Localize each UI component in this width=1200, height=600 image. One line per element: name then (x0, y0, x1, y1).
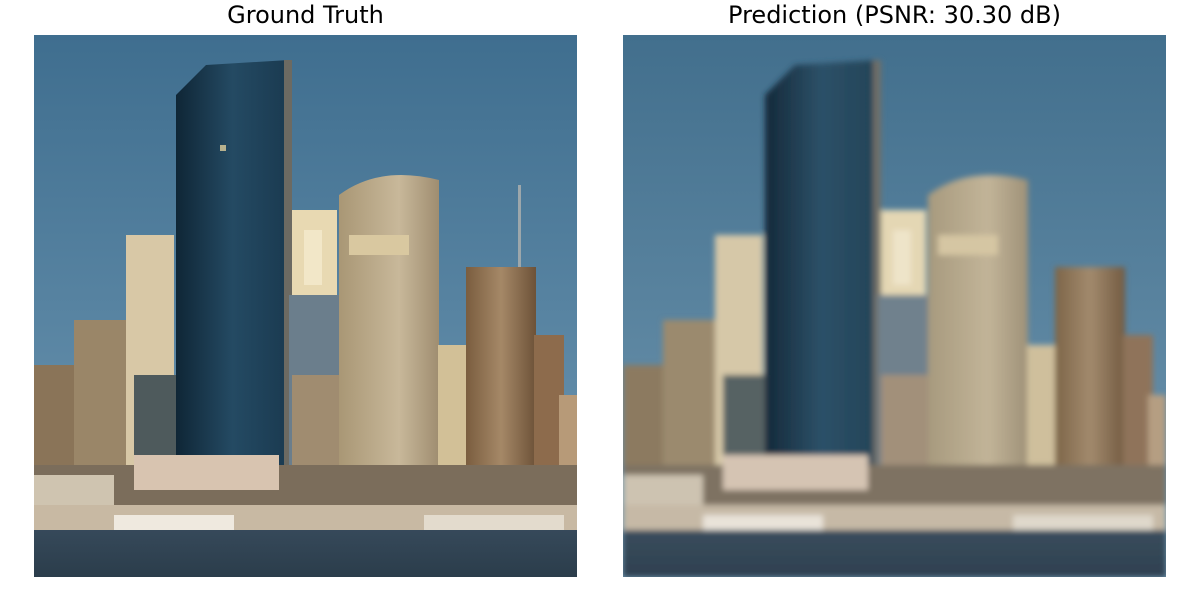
ground-truth-image (34, 35, 577, 577)
water (623, 530, 1166, 577)
tan-tower (339, 175, 439, 480)
brown-tower (1055, 267, 1125, 467)
prediction-title: Prediction (PSNR: 30.30 dB) (728, 1, 1061, 29)
low-building (134, 455, 279, 490)
glass-tower (176, 60, 289, 465)
ground-truth-title: Ground Truth (227, 1, 384, 29)
low-building (723, 455, 868, 490)
water (34, 530, 577, 577)
glass-tower (765, 60, 878, 465)
prediction-image (623, 35, 1166, 577)
tan-tower (928, 175, 1028, 480)
brown-tower (466, 267, 536, 467)
